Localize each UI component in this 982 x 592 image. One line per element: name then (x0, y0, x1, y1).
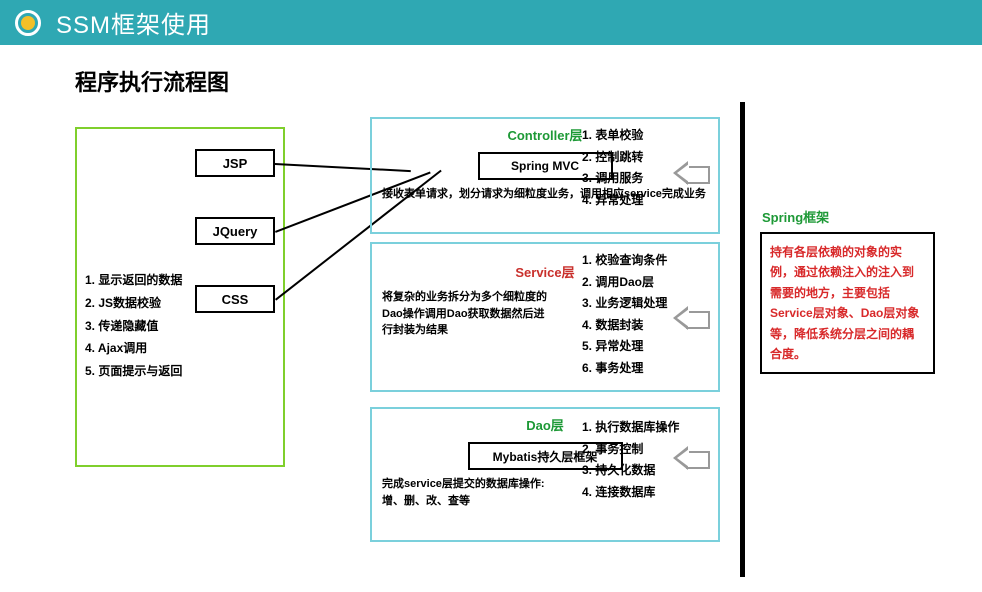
list-item: 3. 持久化数据 (582, 460, 679, 482)
header-bullet-icon (15, 10, 41, 36)
list-item: 1. 执行数据库操作 (582, 417, 679, 439)
list-item: 3. 调用服务 (582, 168, 643, 190)
list-item: 5. 页面提示与返回 (85, 360, 182, 383)
list-item: 1. 显示返回的数据 (85, 269, 182, 292)
spring-title: Spring框架 (762, 207, 829, 226)
list-item: 1. 校验查询条件 (582, 250, 667, 272)
service-list: 1. 校验查询条件 2. 调用Dao层 3. 业务逻辑处理 4. 数据封装 5.… (582, 250, 667, 380)
list-item: 4. 异常处理 (582, 190, 643, 212)
vertical-divider (740, 102, 745, 577)
service-layer: Service层 将复杂的业务拆分为多个细粒度的Dao操作调用Dao获取数据然后… (370, 242, 720, 392)
controller-title: Controller层 (372, 125, 718, 144)
slide-header: SSM框架使用 (0, 0, 982, 45)
controller-desc: 接收表单请求，划分请求为细粒度业务，调用相应service完成业务 (372, 186, 718, 211)
diagram-stage: 1. 显示返回的数据 2. JS数据校验 3. 传递隐藏值 4. Ajax调用 … (20, 107, 960, 577)
arrow-icon (675, 307, 710, 329)
arrow-icon (675, 447, 710, 469)
list-item: 4. 连接数据库 (582, 482, 679, 504)
jsp-box: JSP (195, 149, 275, 177)
list-item: 4. 数据封装 (582, 315, 667, 337)
list-item: 2. 事务控制 (582, 439, 679, 461)
list-item: 3. 业务逻辑处理 (582, 293, 667, 315)
diagram-title: 程序执行流程图 (75, 65, 962, 97)
dao-desc: 完成service层提交的数据库操作:增、删、改、查等 (372, 476, 562, 517)
content-area: 程序执行流程图 1. 显示返回的数据 2. JS数据校验 3. 传递隐藏值 4.… (0, 45, 982, 592)
list-item: 4. Ajax调用 (85, 337, 182, 360)
dao-list: 1. 执行数据库操作 2. 事务控制 3. 持久化数据 4. 连接数据库 (582, 417, 679, 503)
css-box: CSS (195, 285, 275, 313)
list-item: 1. 表单校验 (582, 125, 643, 147)
list-item: 2. 调用Dao层 (582, 272, 667, 294)
list-item: 6. 事务处理 (582, 358, 667, 380)
list-item: 3. 传递隐藏值 (85, 315, 182, 338)
frontend-list: 1. 显示返回的数据 2. JS数据校验 3. 传递隐藏值 4. Ajax调用 … (85, 269, 182, 383)
list-item: 2. 控制跳转 (582, 147, 643, 169)
list-item: 5. 异常处理 (582, 336, 667, 358)
service-desc: 将复杂的业务拆分为多个细粒度的Dao操作调用Dao获取数据然后进行封装为结果 (372, 289, 557, 347)
controller-list: 1. 表单校验 2. 控制跳转 3. 调用服务 4. 异常处理 (582, 125, 643, 211)
spring-box: 持有各层依赖的对象的实例，通过依赖注入的注入到需要的地方，主要包括Service… (760, 232, 935, 374)
jquery-box: JQuery (195, 217, 275, 245)
controller-layer: Controller层 Spring MVC 接收表单请求，划分请求为细粒度业务… (370, 117, 720, 234)
arrow-icon (675, 162, 710, 184)
header-title: SSM框架使用 (56, 5, 211, 40)
list-item: 2. JS数据校验 (85, 292, 182, 315)
spring-text: 持有各层依赖的对象的实例，通过依赖注入的注入到需要的地方，主要包括Service… (762, 234, 933, 372)
